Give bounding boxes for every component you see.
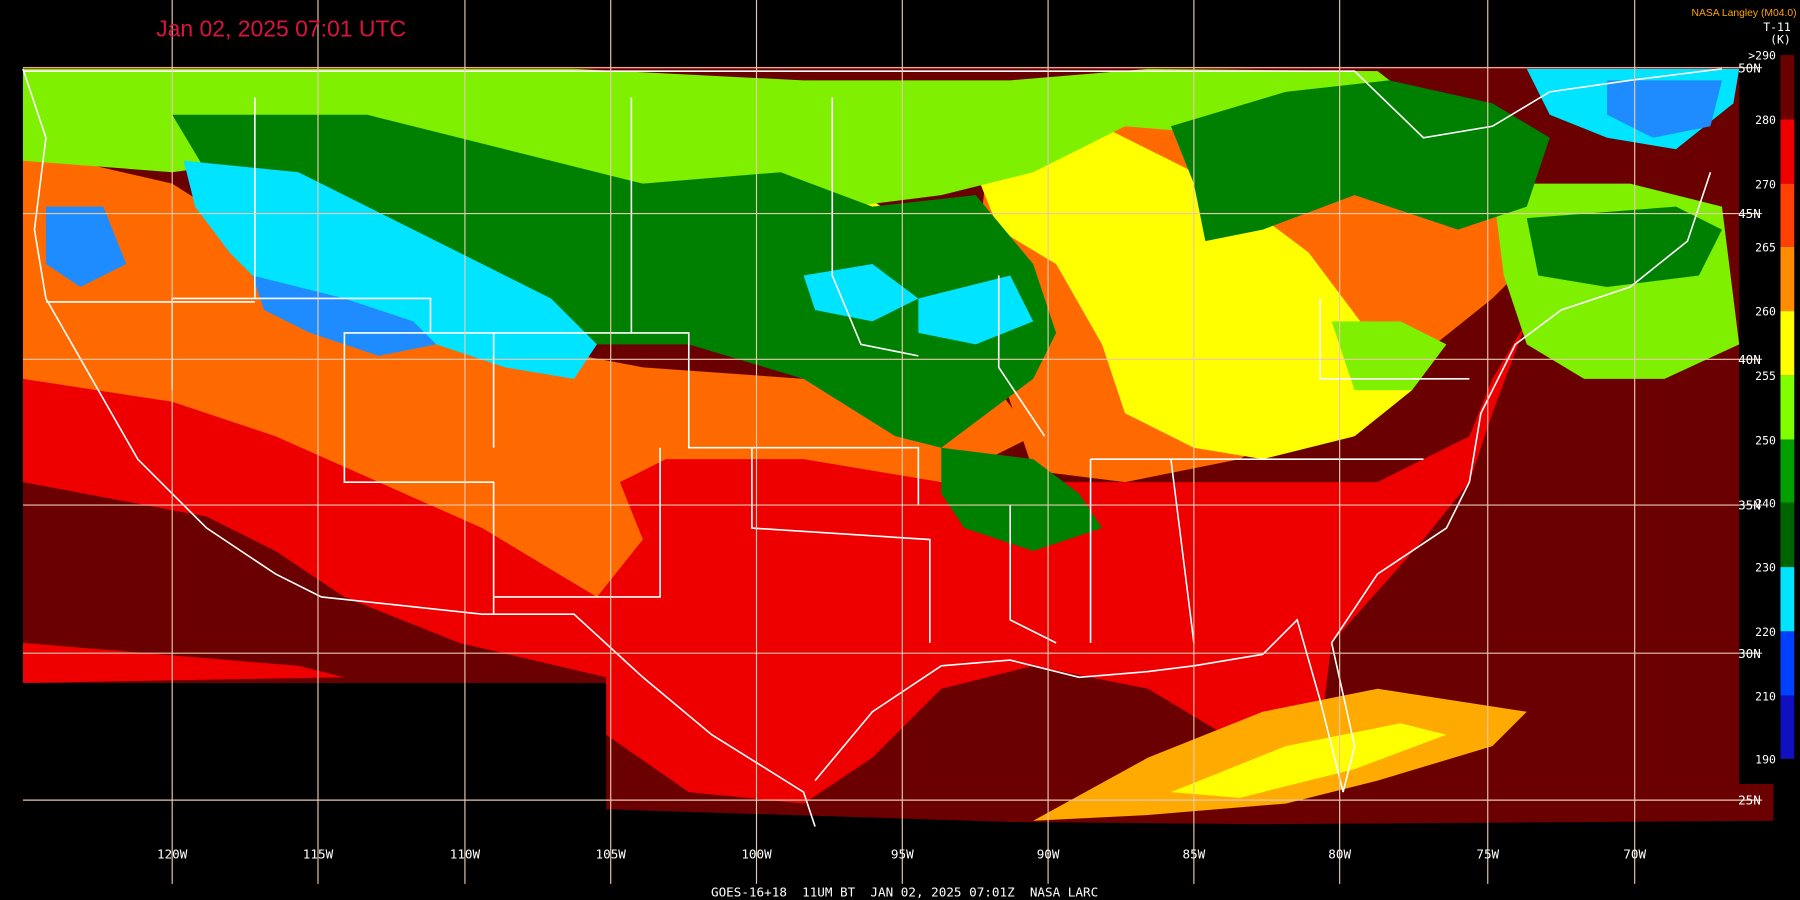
colorbar: >290 280 270 265 260 255 250 240 230 220 210 190: [1748, 49, 1795, 766]
credit: NASA Langley (M04.0): [1691, 8, 1796, 19]
imagery-cyan: [803, 264, 919, 322]
longitude-label: 70W: [1623, 847, 1646, 862]
colorbar-label: 280: [1755, 113, 1776, 127]
imagery-green: [1170, 80, 1550, 242]
imagery-streak: [1170, 723, 1447, 798]
colorbar-label: 250: [1755, 433, 1776, 447]
longitude-label: 90W: [1037, 847, 1060, 862]
longitude-label: 75W: [1476, 847, 1499, 862]
imagery-blue: [1607, 80, 1722, 138]
labels: Jan 02, 2025 07:01 UTC NASA Langley (M04…: [156, 8, 1796, 899]
colorbar-label: >290: [1748, 49, 1776, 63]
colorbar-label: 210: [1755, 689, 1776, 703]
imagery-green: [1526, 206, 1722, 287]
colorbar-segment: [1780, 311, 1795, 376]
timestamp: Jan 02, 2025 07:01 UTC: [156, 16, 406, 42]
longitude-label: 95W: [891, 847, 914, 862]
colorbar-label: 230: [1755, 561, 1776, 575]
colorbar-segment: [1780, 439, 1795, 503]
imagery-green: [172, 114, 1057, 448]
colorbar-segment: [1780, 183, 1795, 247]
imagery-cyan: [183, 160, 597, 379]
imagery: [22, 66, 1774, 825]
colorbar-label: 260: [1755, 305, 1776, 319]
latitude-label: 30N: [1738, 646, 1761, 661]
longitude-label: 85W: [1182, 847, 1205, 862]
colorbar-label: 255: [1755, 369, 1776, 383]
colorbar-label: 240: [1755, 496, 1776, 510]
product: T-11: [1763, 20, 1791, 34]
colorbar-label: 190: [1755, 752, 1776, 766]
caption: GOES-16+18 11UM BT JAN 02, 2025 07:01Z N…: [711, 885, 1098, 900]
border: [814, 171, 1712, 793]
imagery-blue: [45, 206, 127, 287]
imagery-cyan: [918, 275, 1034, 345]
colorbar-label: 265: [1755, 240, 1776, 254]
longitude-label: 115W: [303, 847, 334, 862]
imagery-green: [941, 447, 1103, 552]
longitude-label: 110W: [450, 847, 481, 862]
colorbar-segment: [1780, 567, 1795, 632]
colorbar-label: 270: [1755, 177, 1776, 191]
imagery-blue: [252, 275, 437, 356]
longitude-label: 100W: [741, 847, 772, 862]
latitude-label: 50N: [1738, 60, 1761, 75]
borders: [22, 68, 1723, 827]
latitude-label: 40N: [1738, 352, 1761, 367]
longitude-label: 120W: [157, 847, 188, 862]
colorbar-segment: [1780, 695, 1795, 759]
border: [45, 97, 1470, 644]
colorbar-segment: [1780, 631, 1795, 696]
colorbar-segment: [1780, 375, 1795, 440]
border: [22, 68, 1723, 139]
longitude-label: 105W: [596, 847, 627, 862]
colorbar-segment: [1780, 246, 1795, 312]
latitude-label: 35N: [1738, 498, 1761, 513]
colorbar-label: 220: [1755, 625, 1776, 639]
latitude-label: 25N: [1738, 793, 1761, 808]
colorbar-segment: [1780, 119, 1795, 184]
latitude-label: 45N: [1738, 206, 1761, 221]
colorbar-segment: [1780, 502, 1795, 568]
graticule: 50N 45N 40N 35N 30N 25N 120W 115W 110W 105W 100W 95…: [22, 0, 1763, 884]
longitude-label: 80W: [1328, 847, 1351, 862]
imagery-lightgreen: [22, 68, 1435, 230]
no-data: [22, 683, 607, 900]
colorbar-segment: [1780, 55, 1795, 120]
unit: (K): [1770, 33, 1791, 47]
imagery-lightgreen: [1331, 321, 1447, 391]
border: [22, 68, 816, 827]
